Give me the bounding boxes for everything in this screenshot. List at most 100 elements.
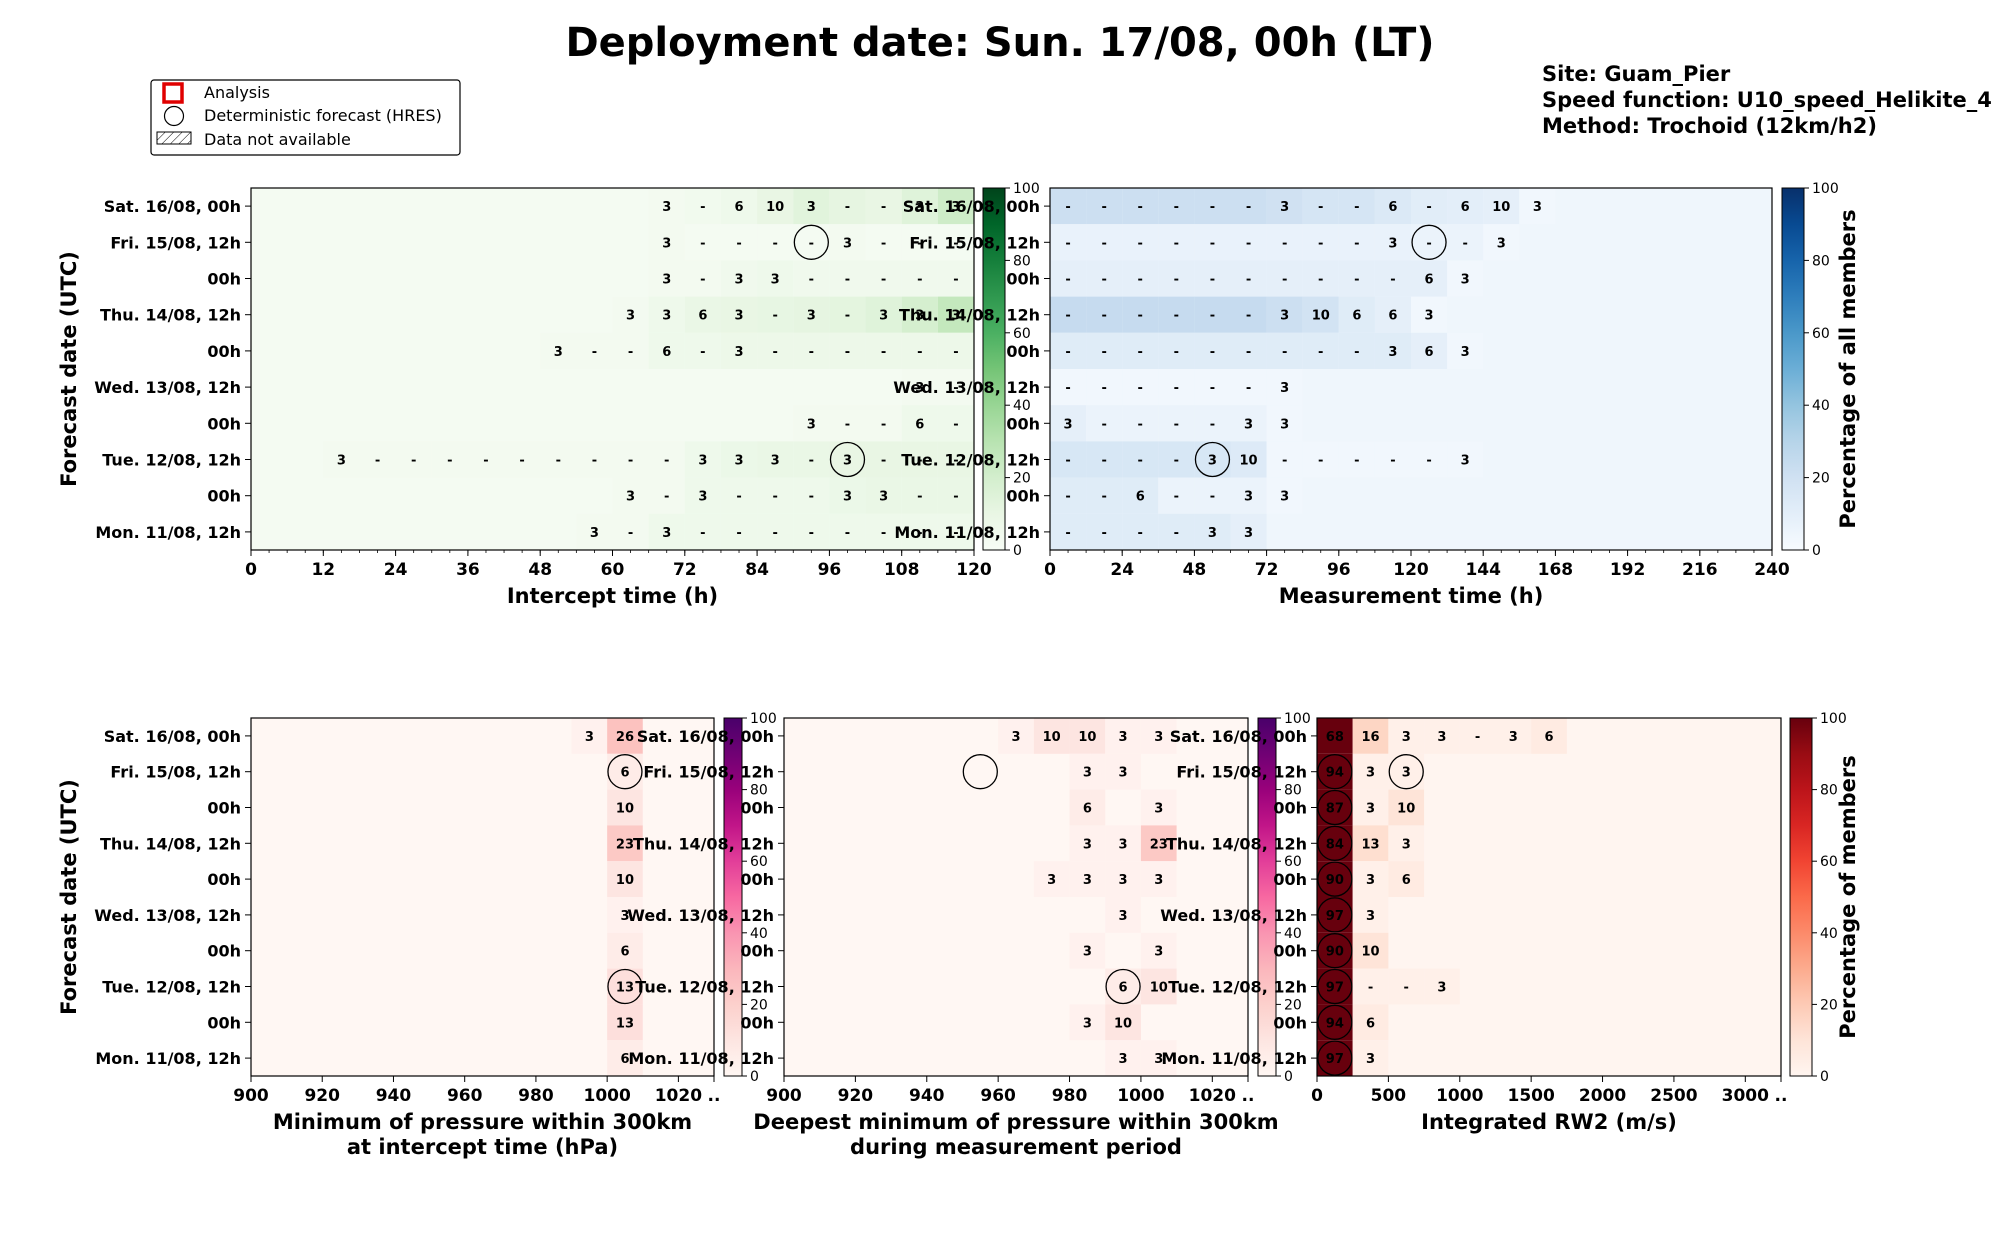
heatmap-cell: [1194, 260, 1231, 297]
y-tick-label: 00h: [207, 799, 241, 818]
heatmap-cell: [720, 188, 758, 225]
cell-label: 3: [1280, 381, 1289, 396]
heatmap-cell: [1069, 825, 1106, 862]
cell-label: -: [953, 381, 958, 396]
cell-label: -: [1101, 200, 1106, 215]
heatmap-cell: [1158, 513, 1195, 550]
y-tick-label: Tue. 12/08, 12h: [102, 451, 241, 470]
y-tick-label: 00h: [1273, 1013, 1307, 1032]
heatmap-cell: [648, 260, 685, 297]
heatmap-cell: [1411, 188, 1448, 225]
heatmap-cell: [1140, 861, 1177, 897]
heatmap-cell: [1352, 861, 1389, 897]
x-tick-label: 24: [384, 560, 408, 580]
cell-label: 90: [1326, 945, 1344, 960]
colorbar-tick-label: 40: [1013, 398, 1031, 414]
cell-label: -: [881, 417, 886, 432]
hres-circle: [607, 754, 643, 790]
cell-label: 3: [1366, 909, 1375, 924]
cell-label: -: [1101, 417, 1106, 432]
heatmap-cell: [1194, 405, 1231, 442]
heatmap-cell: [612, 477, 649, 514]
cell-label: -: [881, 454, 886, 469]
y-tick-label: 00h: [207, 942, 241, 961]
colorbar: [1257, 717, 1277, 1077]
cell-label: 3: [1244, 417, 1253, 432]
cell-label: -: [1174, 526, 1179, 541]
y-tick-label: Thu. 14/08, 12h: [100, 306, 241, 325]
heatmap-cell: [1374, 260, 1411, 297]
cell-label: -: [1354, 273, 1359, 288]
colorbar-tick-label: 100: [1284, 711, 1311, 727]
cell-label: 3: [1280, 490, 1289, 505]
heatmap-cell: [648, 296, 685, 333]
heatmap-cell: [431, 441, 468, 478]
cell-label: 3: [1437, 981, 1446, 996]
heatmap-cell: [571, 718, 608, 754]
panel-3: 3 26 6 10 23 10 3 6 13 13 6 Sat. 16/08, 00h Fri. 15/…: [57, 711, 777, 1159]
cell-label: -: [772, 309, 777, 324]
heatmap-cell: [1230, 513, 1267, 550]
cell-label: 3: [590, 526, 599, 541]
heatmap-cell: [1352, 753, 1389, 790]
y-tick-label: 00h: [207, 1013, 241, 1032]
cell-label: -: [1065, 309, 1070, 324]
heatmap-cell: [1424, 718, 1460, 754]
heatmap-cell: [1158, 477, 1195, 514]
heatmap-cell: [684, 188, 721, 225]
cell-label: 6: [1352, 309, 1361, 324]
cell-label: 6: [915, 417, 924, 432]
cell-label: 3: [843, 454, 852, 469]
heatmap-cell: [1122, 332, 1159, 369]
cell-label: -: [1174, 273, 1179, 288]
x-tick-label: 980: [518, 1086, 554, 1106]
heatmap-cell: [1086, 441, 1123, 478]
cell-label: 3: [915, 309, 924, 324]
plot-frame: [783, 717, 1249, 1077]
heatmap-cell: [1105, 1040, 1141, 1076]
x-tick-label: 12: [311, 560, 335, 580]
cell-label: 3: [1280, 200, 1289, 215]
heatmap-cell: [937, 513, 974, 550]
heatmap-cell: [1122, 224, 1159, 261]
heatmap-cell: [757, 260, 794, 297]
x-axis-label: during measurement period: [850, 1135, 1182, 1159]
heatmap-cell: [1140, 825, 1177, 862]
heatmap-cell: [1194, 477, 1231, 514]
heatmap-cell: [1158, 405, 1195, 442]
heatmap-cell: [684, 332, 721, 369]
cell-label: 3: [1119, 909, 1128, 924]
colorbar-tick-label: 80: [1812, 253, 1830, 269]
cell-label: -: [809, 345, 814, 360]
y-tick-label: 00h: [740, 799, 774, 818]
cell-label: -: [519, 454, 524, 469]
heatmap-cell: [1338, 224, 1375, 261]
heatmap-cell: [1158, 332, 1195, 369]
cell-label: -: [1138, 309, 1143, 324]
heatmap-cell: [607, 789, 643, 826]
heatmap-cell: [1050, 369, 1087, 406]
heatmap-cell: [1140, 968, 1177, 1005]
figure-title: Deployment date: Sun. 17/08, 00h (LT): [565, 20, 1434, 66]
heatmap-cell: [1352, 1004, 1389, 1041]
y-tick-label: 00h: [1273, 870, 1307, 889]
x-tick-label: 192: [1610, 560, 1646, 580]
cell-label: -: [1065, 200, 1070, 215]
x-tick-label: 0: [1044, 560, 1056, 580]
cell-label: -: [1065, 345, 1070, 360]
colorbar-tick-label: 40: [1820, 926, 1838, 942]
y-tick-label: Wed. 13/08, 12h: [94, 378, 241, 397]
heatmap-cell: [684, 513, 721, 550]
heatmap-cell: [1302, 224, 1339, 261]
cell-label: 3: [626, 490, 635, 505]
heatmap-cell: [1122, 260, 1159, 297]
legend-label-hres: Deterministic forecast (HRES): [204, 106, 442, 125]
x-tick-label: ..: [1242, 1086, 1255, 1106]
heatmap-cell: [793, 513, 830, 550]
cell-label: -: [1354, 236, 1359, 251]
heatmap-cell: [1266, 477, 1303, 514]
cell-label: 3: [1388, 236, 1397, 251]
hres-circle: [1317, 825, 1353, 861]
heatmap-cell: [1105, 753, 1141, 790]
cell-label: 3: [915, 381, 924, 396]
